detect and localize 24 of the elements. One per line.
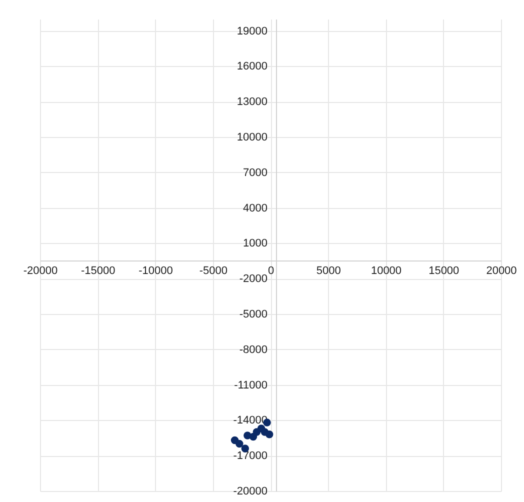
y-tick-label: 4000 — [243, 202, 268, 214]
x-tick-label: 15000 — [428, 265, 460, 277]
x-tick-label: 20000 — [486, 265, 517, 277]
y-tick-label: 1000 — [243, 238, 268, 250]
y-tick-label: 10000 — [236, 132, 268, 144]
x-tick-label: 10000 — [370, 265, 402, 277]
y-tick-label: -17000 — [233, 450, 268, 462]
x-tick-label: 0 — [268, 265, 274, 277]
point — [236, 440, 244, 448]
point — [265, 430, 274, 438]
y-tick-label: -20000 — [233, 486, 268, 498]
x-tick-label: -20000 — [23, 265, 58, 277]
x-tick-label: 5000 — [316, 265, 341, 277]
x-tick-label: -15000 — [80, 265, 116, 277]
x-tick-label: -5000 — [199, 265, 228, 277]
y-tick-label: 16000 — [236, 60, 268, 73]
y-tick-label: -11000 — [234, 379, 268, 392]
y-tick-label: 13000 — [236, 96, 268, 108]
x-tick-label: -10000 — [138, 265, 173, 277]
y-tick-label: 19000 — [236, 25, 268, 38]
y-tick-label: -8000 — [239, 344, 268, 356]
y-tick-label: 7000 — [243, 166, 268, 179]
y-tick-label: -5000 — [239, 308, 268, 320]
y-tick-label: -2000 — [239, 273, 268, 286]
